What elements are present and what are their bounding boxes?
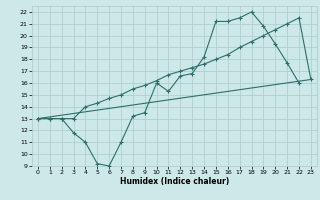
- X-axis label: Humidex (Indice chaleur): Humidex (Indice chaleur): [120, 177, 229, 186]
